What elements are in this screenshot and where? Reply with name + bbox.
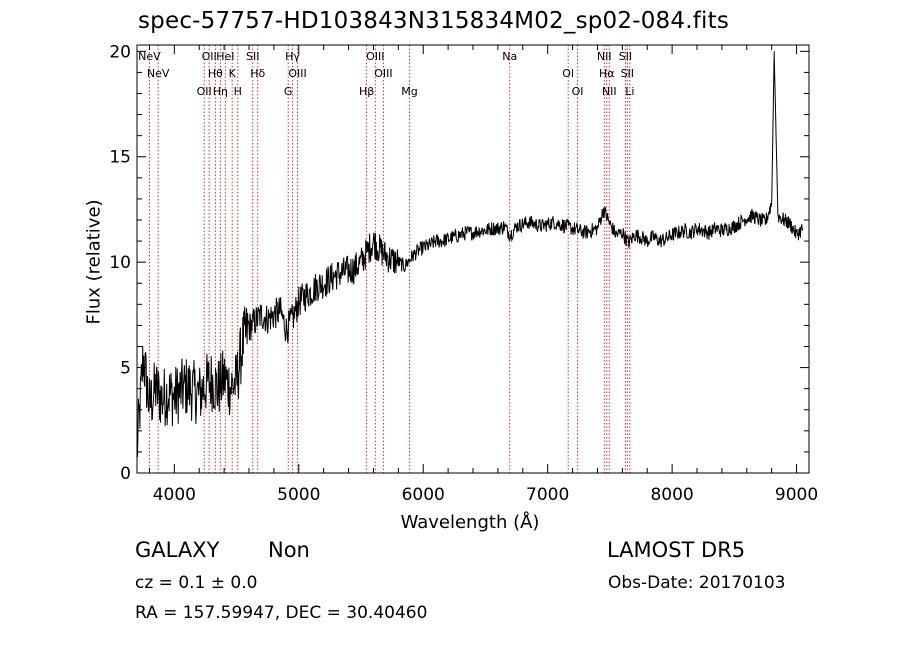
line-marker-label: Na <box>502 50 517 63</box>
axes-layer: 4000 5000 6000 7000 8000 9000 0 5 10 15 20 <box>109 42 818 505</box>
y-tick-label: 10 <box>109 253 131 273</box>
line-marker-label: NII <box>602 85 617 98</box>
line-marker-label: Hθ <box>208 67 223 80</box>
spectrum-line <box>136 51 804 458</box>
label-layer: NeVNeVOIIOIIHθHηHeIKHSIIHδGHγOIIIHβOIIIO… <box>138 50 634 98</box>
x-tick-label: 8000 <box>650 485 693 505</box>
line-marker-label: Hβ <box>359 85 374 98</box>
line-marker-label: OI <box>572 85 584 98</box>
line-marker-label: Hα <box>599 67 615 80</box>
line-marker-label: OIII <box>374 67 392 80</box>
line-marker-label: NeV <box>138 50 161 63</box>
line-marker-label: SII <box>246 50 259 63</box>
line-marker-label: NeV <box>147 67 170 80</box>
y-tick-label: 0 <box>120 464 131 484</box>
y-tick-label: 5 <box>120 359 131 379</box>
line-marker-label: SII <box>621 67 634 80</box>
line-marker-label: OI <box>562 67 574 80</box>
x-tick-label: 7000 <box>526 485 569 505</box>
line-marker-label: Hη <box>213 85 228 98</box>
line-marker-label: HeI <box>216 50 234 63</box>
line-marker-label: OII <box>202 50 217 63</box>
y-tick-label: 20 <box>109 42 131 62</box>
x-axis-label: Wavelength (Å) <box>400 512 540 533</box>
spectrum-layer <box>136 51 804 458</box>
line-marker-label: OII <box>197 85 212 98</box>
line-marker-label: Hγ <box>285 50 300 63</box>
line-marker-label: Mg <box>401 85 417 98</box>
redshift-value: cz = 0.1 ± 0.0 <box>135 573 258 593</box>
x-tick-label: 4000 <box>153 485 196 505</box>
observation-date: Obs-Date: 20170103 <box>608 573 786 593</box>
line-marker-label: Hδ <box>250 67 265 80</box>
coordinates: RA = 157.59947, DEC = 30.40460 <box>135 603 428 623</box>
survey-name: LAMOST DR5 <box>607 538 746 562</box>
object-subclass: Non <box>268 538 310 562</box>
y-axis-label: Flux (relative) <box>83 199 105 325</box>
line-marker-label: Li <box>625 85 634 98</box>
line-marker-label: K <box>229 67 237 80</box>
line-marker-label: H <box>234 85 242 98</box>
line-marker-label: OIII <box>288 67 306 80</box>
x-tick-label: 9000 <box>775 485 818 505</box>
line-marker-label: SII <box>619 50 632 63</box>
line-marker-label: G <box>284 85 293 98</box>
line-marker-label: NII <box>597 50 612 63</box>
x-tick-label: 5000 <box>277 485 320 505</box>
object-class: GALAXY <box>135 538 220 562</box>
line-marker-label: OIII <box>366 50 384 63</box>
chart-title: spec-57757-HD103843N315834M02_sp02-084.f… <box>138 8 730 34</box>
y-tick-label: 15 <box>109 148 131 168</box>
x-tick-label: 6000 <box>402 485 445 505</box>
